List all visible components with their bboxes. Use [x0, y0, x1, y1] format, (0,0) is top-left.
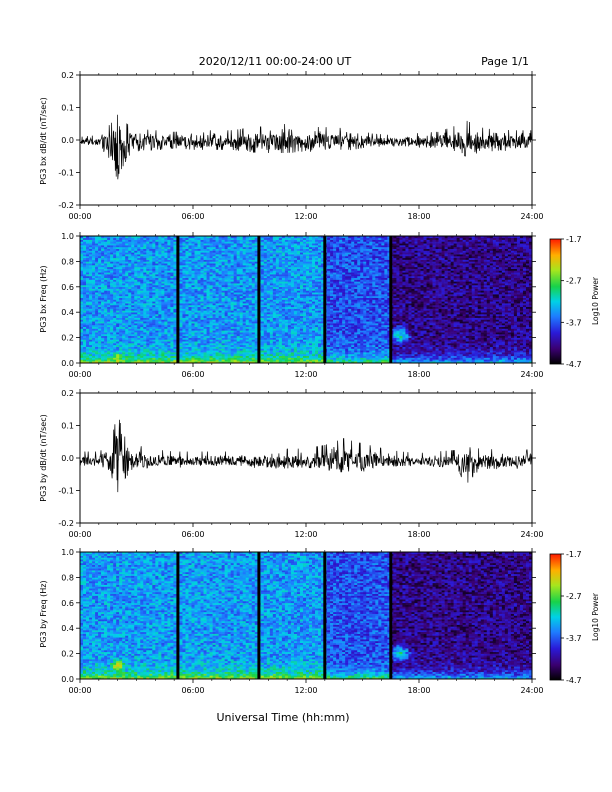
data-gap [389, 236, 393, 363]
x-tick-label: 12:00 [294, 530, 317, 539]
x-tick-label: 12:00 [294, 212, 317, 221]
ylabel: PG3 by Freq (Hz) [39, 580, 48, 647]
x-tick-label: 12:00 [294, 370, 317, 379]
plot-area: -0.2 -0.1 0.0 0.1 0.2 00:00 06:00 12:00 18:00 24:… [58, 389, 544, 539]
ylabel: PG3 bx Freq (Hz) [39, 265, 48, 332]
panel-by-spectrogram: 0.0 0.2 0.4 0.6 0.8 1.0 00:00 06:00 12:00 18:00 24… [39, 548, 544, 695]
x-tick-label: 18:00 [407, 370, 430, 379]
colorbar-tick-label: -4.7 [566, 360, 582, 369]
y-tick-label: 0.2 [61, 71, 74, 80]
y-tick-label: 1.0 [61, 548, 74, 557]
panel-by-timeseries: -0.2 -0.1 0.0 0.1 0.2 00:00 06:00 12:00 18:00 24:… [39, 389, 544, 539]
x-tick-label: 24:00 [520, 530, 543, 539]
data-gap [176, 236, 180, 363]
x-tick-label: 06:00 [181, 686, 204, 695]
data-gap [389, 552, 393, 679]
y-tick-label: 0.0 [61, 359, 74, 368]
plot-frame [79, 74, 533, 206]
y-tick-label: 0.0 [61, 454, 74, 463]
colorbar-gradient [549, 553, 562, 681]
colorbar-tick-label: -4.7 [566, 676, 582, 685]
x-tick-label: 00:00 [68, 686, 91, 695]
y-tick-label: 0.0 [61, 136, 74, 145]
x-tick-label: 00:00 [68, 530, 91, 539]
data-gap [257, 236, 261, 363]
colorbar-tick-label: -3.7 [566, 318, 582, 327]
x-tick-label: 06:00 [181, 370, 204, 379]
x-tick-label: 06:00 [181, 212, 204, 221]
colorbar-label: Log10 Power [591, 592, 600, 641]
y-tick-label: 0.1 [61, 104, 74, 113]
x-tick-label: 18:00 [407, 530, 430, 539]
series-trace [79, 419, 533, 493]
colorbar-tick-label: -1.7 [566, 550, 582, 559]
y-tick-label: -0.2 [58, 201, 74, 210]
colorbar-tick-label: -2.7 [566, 592, 582, 601]
y-tick-label: 0.1 [61, 422, 74, 431]
y-tick-label: 0.2 [61, 334, 74, 343]
colorbar-tick-label: -1.7 [566, 235, 582, 244]
data-gap [323, 552, 327, 679]
y-tick-label: 0.2 [61, 389, 74, 398]
y-tick-label: 0.0 [61, 675, 74, 684]
x-tick-label: 24:00 [520, 686, 543, 695]
panel-bx-spectrogram: 0.0 0.2 0.4 0.6 0.8 1.0 00:00 06:00 12:00 18:00 24… [39, 232, 544, 379]
data-gap [323, 236, 327, 363]
y-tick-label: -0.1 [58, 169, 74, 178]
colorbar-tick-label: -3.7 [566, 634, 582, 643]
ylabel: PG3 bx dB/dt (nT/sec) [39, 97, 48, 184]
panel-bx-timeseries: -0.2 -0.1 0.0 0.1 0.2 00:00 06:00 12:00 18:00 24:… [39, 71, 544, 221]
x-tick-label: 24:00 [520, 370, 543, 379]
y-tick-label: 0.4 [61, 624, 74, 633]
colorbar-gradient [549, 238, 562, 365]
x-tick-label: 12:00 [294, 686, 317, 695]
page-title: 2020/12/11 00:00-24:00 UT [199, 55, 352, 68]
colorbar-bottom: Log10 Power -1.7 -2.7 -3.7 -4.7 [549, 550, 600, 685]
x-tick-label: 18:00 [407, 212, 430, 221]
plot-area: -0.2 -0.1 0.0 0.1 0.2 00:00 06:00 12:00 18:00 24:… [58, 71, 544, 221]
colorbar-label: Log10 Power [591, 276, 600, 325]
page-number: Page 1/1 [481, 55, 529, 68]
x-tick-label: 24:00 [520, 212, 543, 221]
x-tick-label: 06:00 [181, 530, 204, 539]
plot-area: 0.0 0.2 0.4 0.6 0.8 1.0 00:00 06:00 12:00 18:00 24… [61, 548, 544, 695]
ylabel: PG3 by dB/dt (nT/sec) [39, 414, 48, 501]
colorbar-top: Log10 Power -1.7 -2.7 -3.7 -4.7 [549, 235, 600, 369]
x-tick-label: 00:00 [68, 212, 91, 221]
y-tick-label: 0.2 [61, 650, 74, 659]
data-gap [257, 552, 261, 679]
x-tick-label: 18:00 [407, 686, 430, 695]
y-tick-label: -0.1 [58, 487, 74, 496]
x-axis-label: Universal Time (hh:mm) [217, 711, 350, 724]
spectrogram-cells [80, 552, 533, 680]
plot-area: 0.0 0.2 0.4 0.6 0.8 1.0 00:00 06:00 12:00 18:00 24… [61, 232, 544, 379]
colorbar-tick-label: -2.7 [566, 277, 582, 286]
y-tick-label: 1.0 [61, 232, 74, 241]
data-gap [176, 552, 180, 679]
spectrogram-cells [80, 236, 533, 364]
y-tick-label: 0.4 [61, 308, 74, 317]
y-tick-label: 0.8 [61, 573, 74, 582]
y-tick-label: 0.6 [61, 283, 74, 292]
y-tick-label: 0.8 [61, 257, 74, 266]
y-tick-label: 0.6 [61, 599, 74, 608]
x-tick-label: 00:00 [68, 370, 91, 379]
y-tick-label: -0.2 [58, 519, 74, 528]
series-trace [79, 114, 533, 180]
